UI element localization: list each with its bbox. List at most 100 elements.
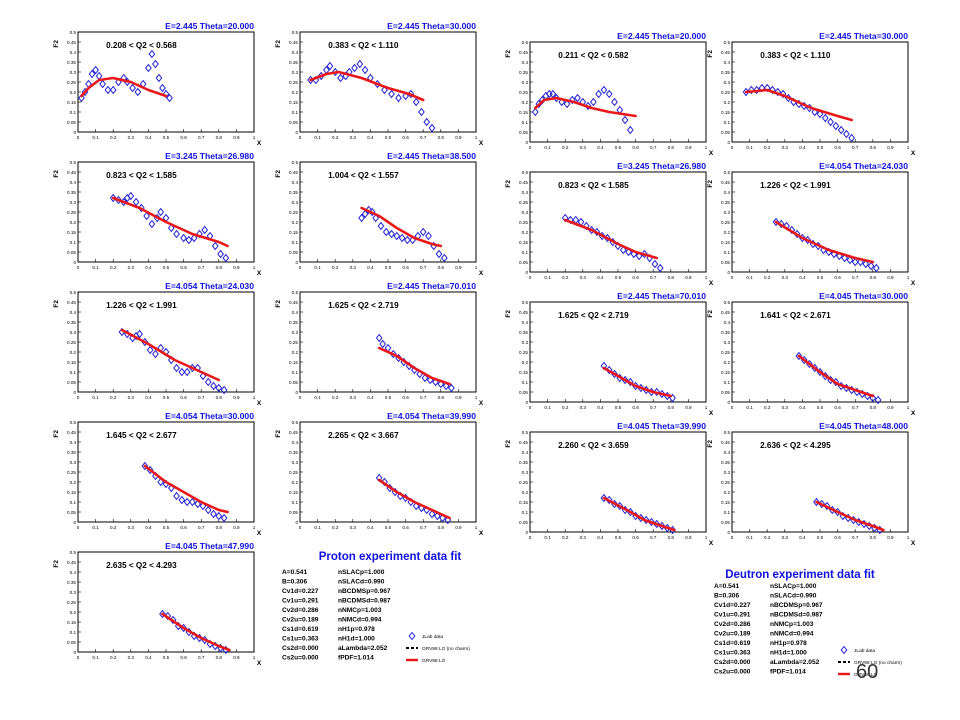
data-point — [178, 495, 186, 505]
y-tick-label: 0.25 — [289, 340, 298, 345]
fit-parameter: Cv1d=0.227 — [714, 602, 751, 609]
y-tick-label: 0.25 — [519, 90, 528, 95]
fit-curve — [309, 70, 425, 102]
x-tick-label: 0.5 — [817, 145, 824, 150]
x-tick-label: 0.7 — [650, 275, 657, 280]
y-tick-label: 0.05 — [721, 260, 730, 265]
q2-range-label: 0.383 < Q2 < 1.110 — [328, 41, 399, 50]
y-tick-label: 0.1 — [70, 110, 77, 115]
x-tick-label: 0.3 — [128, 265, 135, 270]
y-tick-label: 0.25 — [519, 350, 528, 355]
x-tick-label: 0.1 — [92, 395, 99, 400]
plot-frame — [299, 31, 477, 133]
y-tick-label: 0.15 — [721, 240, 730, 245]
y-tick-label: 0.4 — [724, 190, 731, 195]
panel-title: E=2.445 Theta=70.010 — [387, 281, 476, 291]
panel-title: E=4.045 Theta=30.000 — [819, 291, 908, 301]
panel-title: E=4.054 Theta=24.030 — [165, 281, 254, 291]
data-point — [621, 115, 629, 125]
y-tick-label: 0.05 — [519, 390, 528, 395]
x-tick-label: 0.7 — [198, 525, 205, 530]
y-tick-label: 0.3 — [724, 80, 731, 85]
y-tick-label: 0.4 — [70, 570, 77, 575]
y-tick-label: 0.1 — [724, 510, 731, 515]
x-tick-label: 0.8 — [216, 525, 223, 530]
fit-parameter: Cs2d=0.000 — [282, 645, 319, 652]
data-point — [173, 229, 180, 239]
y-tick-label: 0.3 — [522, 210, 529, 215]
x-tick-label: 0.2 — [562, 145, 569, 150]
x-tick-label: 0.3 — [128, 655, 135, 660]
data-point — [832, 121, 840, 131]
x-tick-label: 0.9 — [685, 275, 692, 280]
y-tick-label: 0.3 — [70, 460, 77, 465]
x-tick-label: 0.8 — [668, 535, 675, 540]
y-tick-label: 0.4 — [292, 440, 299, 445]
y-tick-label: 0.05 — [519, 130, 528, 135]
data-point — [337, 73, 344, 83]
y-tick-label: 0.25 — [67, 470, 76, 475]
x-tick-label: 1 — [705, 535, 708, 540]
panel-title: E=4.054 Theta=39.990 — [387, 411, 476, 421]
y-tick-label: 0.4 — [522, 450, 529, 455]
y-tick-label: 0.3 — [724, 340, 731, 345]
y-tick-label: 0.2 — [522, 230, 529, 235]
y-tick-label: 0.2 — [70, 350, 77, 355]
fit-parameter: nBCDMSd=0.987 — [770, 612, 823, 619]
data-point — [178, 367, 186, 377]
data-point — [440, 253, 448, 263]
x-tick-label: 0.6 — [402, 525, 409, 530]
x-tick-label: 0.2 — [562, 535, 569, 540]
y-tick-label: 0.05 — [289, 380, 298, 385]
data-point — [600, 493, 608, 503]
x-tick-label: 0.6 — [402, 135, 409, 140]
legend-label: JLab data — [854, 648, 875, 654]
y-tick-label: 0.35 — [519, 200, 528, 205]
x-tick-label: 0 — [529, 145, 532, 150]
x-tick-label: 0.6 — [180, 525, 187, 530]
x-tick-label: 0 — [731, 405, 734, 410]
y-tick-label: 0.2 — [522, 100, 529, 105]
panel-title: E=2.445 Theta=70.010 — [617, 291, 706, 301]
y-tick-label: 0.15 — [67, 230, 76, 235]
y-tick-label: 0.35 — [67, 60, 76, 65]
y-tick-label: 0.2 — [724, 360, 731, 365]
y-tick-label: 0.3 — [292, 70, 299, 75]
y-tick-label: 0.1 — [522, 380, 529, 385]
fit-parameter: nH1p=0.978 — [770, 640, 807, 647]
data-point — [403, 235, 411, 245]
data-point — [595, 89, 603, 99]
data-point — [180, 233, 187, 243]
x-tick-label: 0.3 — [782, 275, 789, 280]
y-tick-label: 0.5 — [70, 30, 77, 35]
fit-parameter: Cv2u=0.189 — [282, 617, 319, 624]
plot-frame — [299, 161, 477, 263]
plot-frame — [529, 41, 707, 143]
fit-parameter: nSLACp=1.000 — [338, 569, 385, 576]
data-point — [217, 249, 224, 259]
legend-label: GRV98 LO — [422, 658, 446, 664]
x-tick-label: 0.6 — [834, 535, 841, 540]
x-tick-label: 0.2 — [110, 265, 117, 270]
deuteron-params-block: Deutron experiment data fit A=0.541 B=0.30… — [714, 569, 902, 678]
x-tick-label: 0.5 — [163, 395, 170, 400]
x-tick-label: 0.3 — [350, 135, 357, 140]
group-title: Deutron experiment data fit — [725, 569, 875, 581]
y-tick-label: 0.3 — [724, 470, 731, 475]
data-point — [173, 491, 180, 501]
y-tick-label: 0.1 — [70, 500, 77, 505]
y-tick-label: 0.35 — [289, 60, 298, 65]
y-tick-label: 0.35 — [721, 330, 730, 335]
y-tick-label: 0.2 — [522, 360, 529, 365]
y-tick-label: 0.45 — [289, 170, 298, 175]
y-tick-label: 0 — [525, 140, 528, 145]
q2-range-label: 0.383 < Q2 < 1.110 — [760, 51, 831, 60]
y-tick-label: 0.25 — [67, 210, 76, 215]
y-tick-label: 0.5 — [70, 160, 77, 165]
y-tick-label: 0.35 — [67, 190, 76, 195]
x-tick-label: 0.4 — [367, 525, 374, 530]
x-tick-label: 0.1 — [746, 275, 753, 280]
data-point — [862, 259, 870, 269]
y-tick-label: 0.4 — [522, 320, 529, 325]
y-axis-label: F2 — [707, 440, 714, 448]
